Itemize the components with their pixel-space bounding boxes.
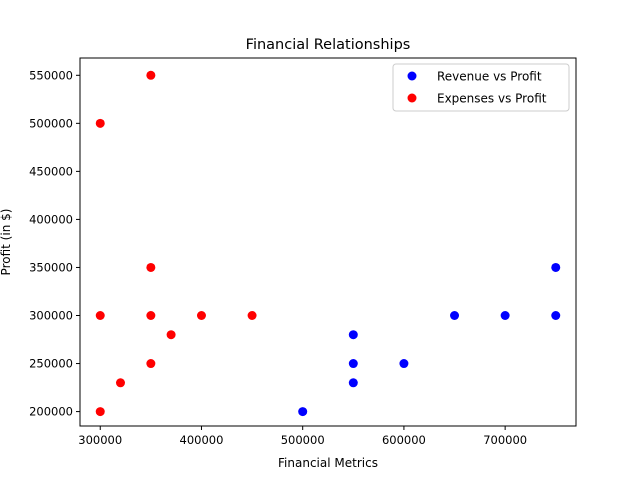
- x-tick-label: 600000: [382, 433, 426, 447]
- y-tick-label: 500000: [29, 116, 73, 130]
- x-axis-label: Financial Metrics: [278, 456, 378, 470]
- data-point: [348, 378, 358, 388]
- legend-marker: [407, 71, 417, 81]
- x-tick-label: 300000: [78, 433, 122, 447]
- data-point: [500, 311, 510, 321]
- plot-area: [79, 57, 577, 427]
- chart-title: Financial Relationships: [246, 37, 411, 53]
- plot-frame: [79, 57, 577, 427]
- y-tick-label: 300000: [29, 309, 73, 323]
- y-tick-label: 550000: [29, 68, 73, 82]
- legend-marker: [407, 93, 417, 103]
- legend: Revenue vs Profit Expenses vs Profit: [392, 63, 570, 112]
- y-tick-label: 400000: [29, 212, 73, 226]
- data-point: [95, 118, 105, 128]
- axis-ticks: 300000 400000 500000 600000 700000 200000 2500…: [29, 68, 527, 447]
- data-point: [146, 70, 156, 80]
- data-point: [551, 262, 561, 272]
- data-point: [399, 359, 409, 369]
- data-point: [146, 311, 156, 321]
- y-tick-label: 350000: [29, 260, 73, 274]
- data-point: [146, 359, 156, 369]
- x-tick-label: 500000: [281, 433, 325, 447]
- data-point: [95, 311, 105, 321]
- legend-box: [392, 63, 570, 112]
- data-point: [450, 311, 460, 321]
- data-point: [196, 311, 206, 321]
- data-point: [166, 330, 176, 340]
- y-tick-label: 200000: [29, 405, 73, 419]
- y-tick-label: 250000: [29, 357, 73, 371]
- data-point: [247, 311, 257, 321]
- data-point: [348, 359, 358, 369]
- data-point: [298, 407, 308, 417]
- x-tick-label: 400000: [180, 433, 224, 447]
- legend-label: Expenses vs Profit: [437, 92, 547, 106]
- series-revenue-vs-profit: [298, 262, 561, 417]
- x-tick-label: 700000: [483, 433, 527, 447]
- data-point: [95, 407, 105, 417]
- data-point: [146, 262, 156, 272]
- data-point: [115, 378, 125, 388]
- legend-label: Revenue vs Profit: [437, 70, 542, 84]
- series-expenses-vs-profit: [95, 70, 257, 417]
- y-axis-label: Profit (in $): [0, 209, 13, 276]
- y-tick-label: 450000: [29, 164, 73, 178]
- data-point: [348, 330, 358, 340]
- data-point: [551, 311, 561, 321]
